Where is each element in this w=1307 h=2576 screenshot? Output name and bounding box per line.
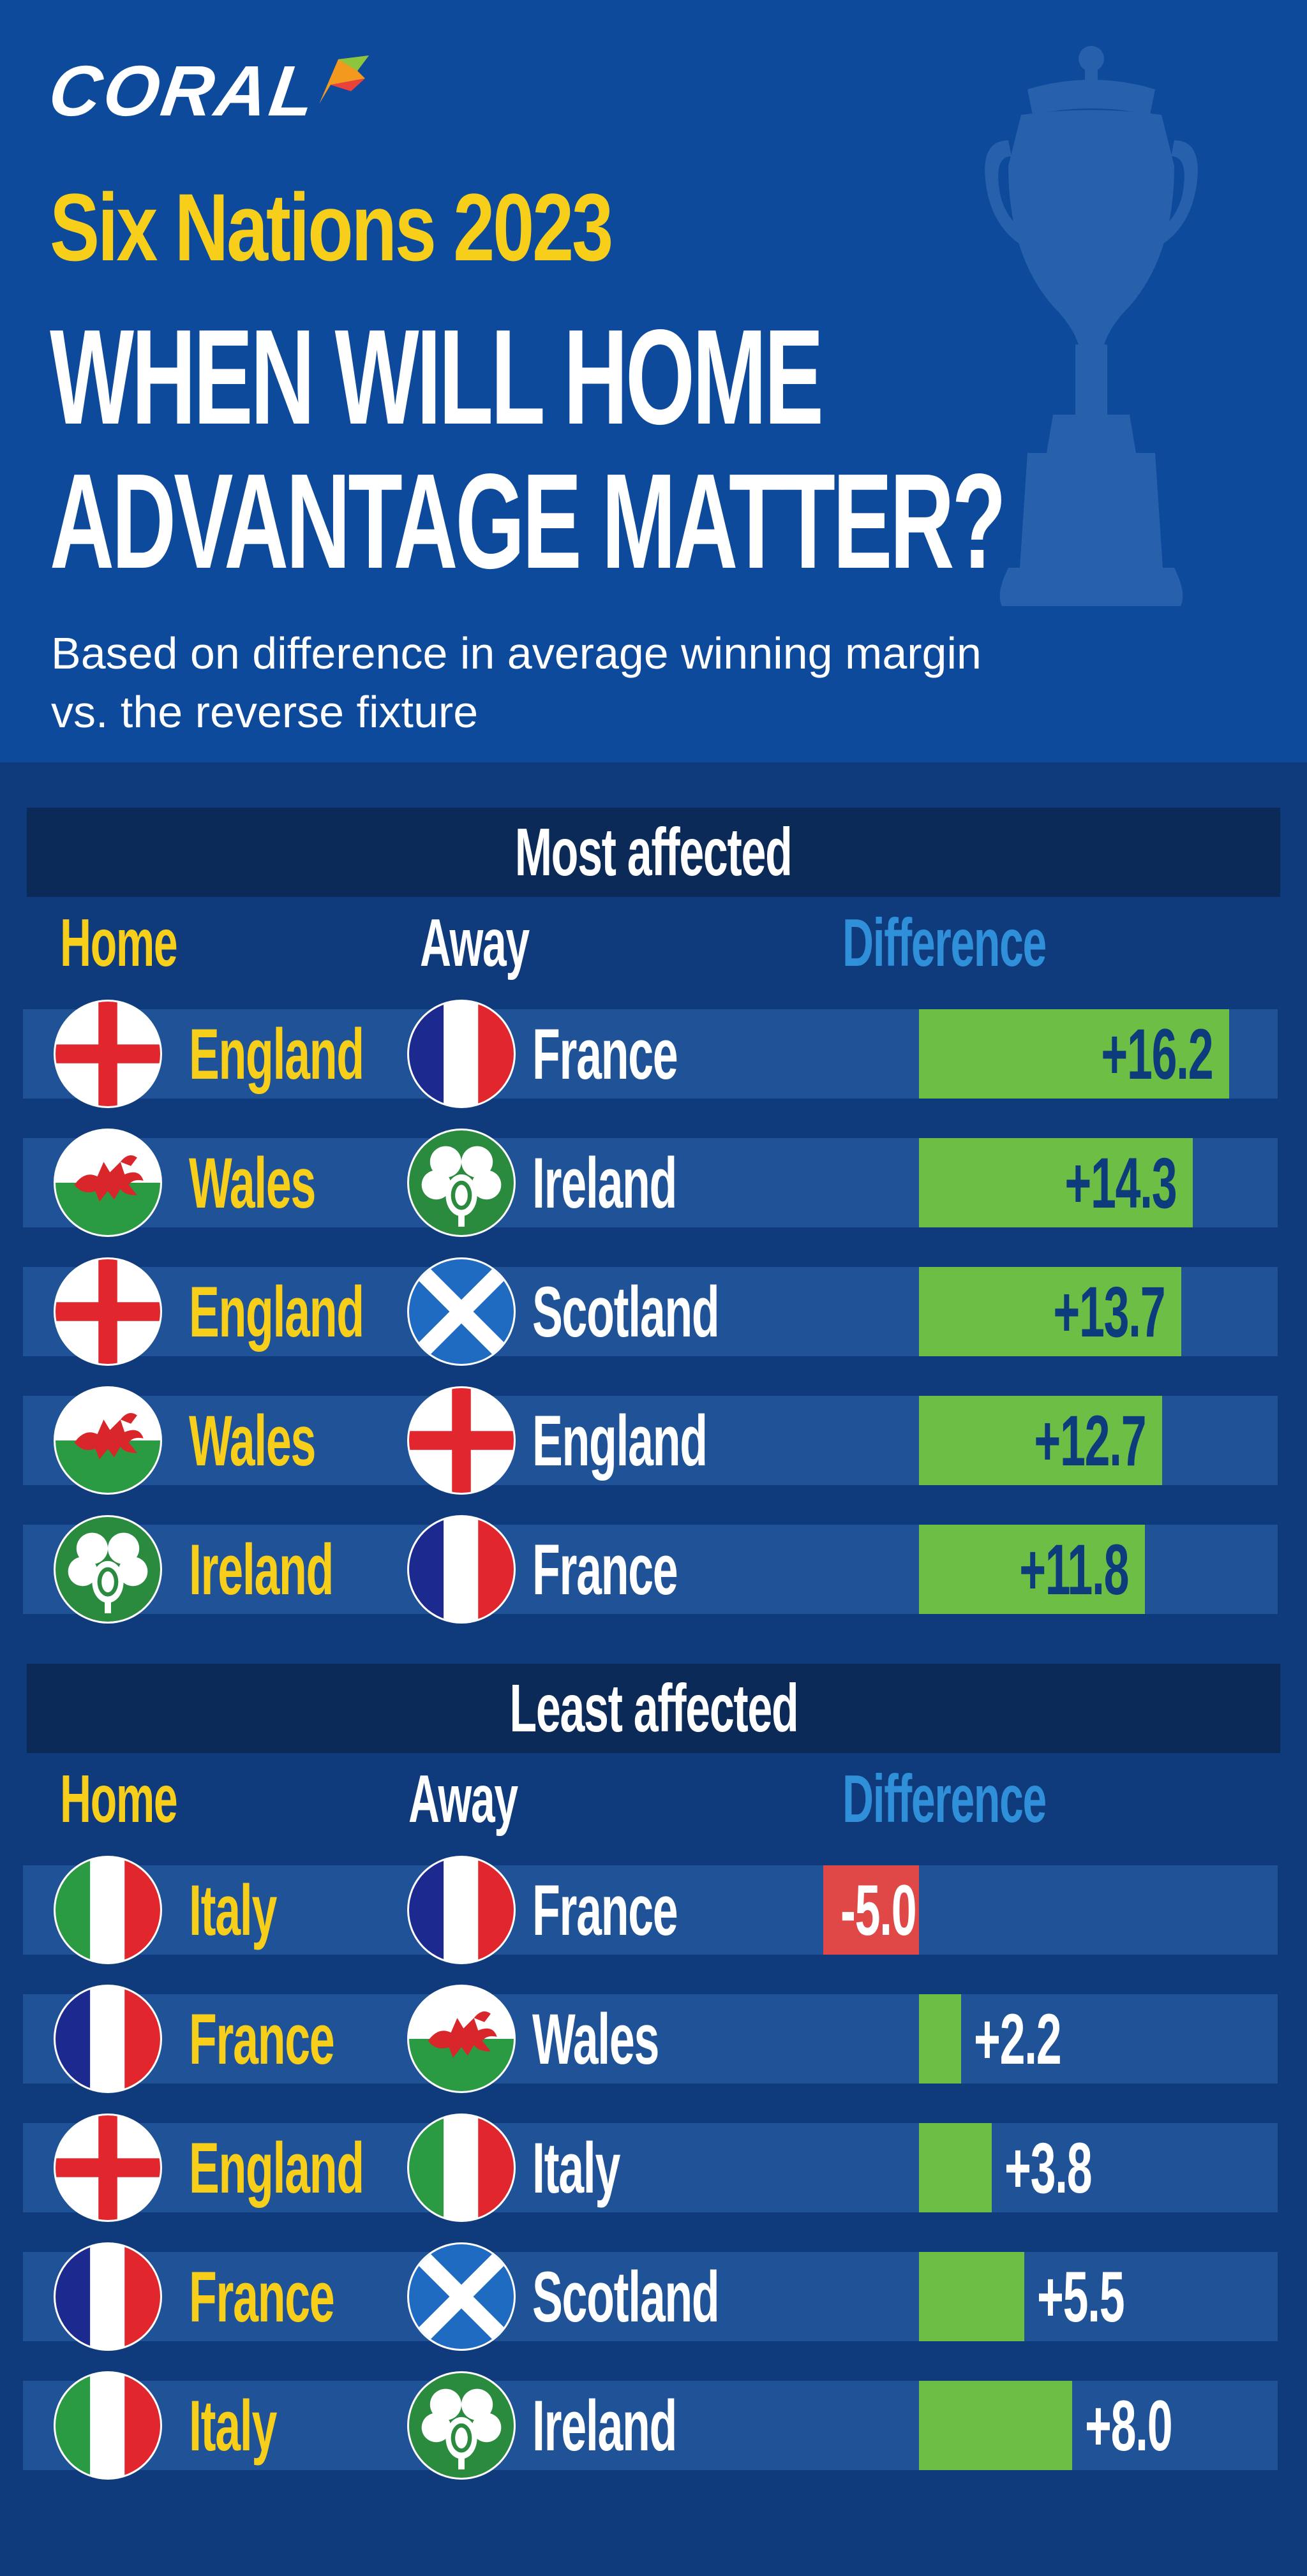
home-team-label: England (189, 1272, 364, 1352)
away-team-label: Italy (532, 2128, 620, 2208)
flag-ireland-icon (407, 1129, 516, 1237)
flag-wales-icon (54, 1129, 162, 1237)
data-label: +16.2 (1101, 1014, 1213, 1094)
flag-france-icon (407, 1856, 516, 1964)
away-team-label: Scotland (532, 2257, 720, 2337)
data-label: +3.8 (1005, 2128, 1093, 2208)
home-team-label: Wales (189, 1401, 316, 1481)
away-team-label: Ireland (532, 2386, 677, 2466)
home-team-label: England (189, 2128, 364, 2208)
difference-bar (919, 1009, 1229, 1099)
difference-bar (919, 1525, 1145, 1614)
page-title: WHEN WILL HOME ADVANTAGE MATTER? (50, 301, 1006, 596)
flag-france-icon (407, 1000, 516, 1108)
table-row (23, 1865, 1278, 1955)
difference-bar (919, 1138, 1193, 1227)
flag-scotland-icon (407, 2242, 516, 2351)
away-team-label: France (532, 1014, 678, 1094)
data-label: +5.5 (1037, 2257, 1125, 2337)
data-label: -5.0 (840, 1870, 917, 1950)
flag-france-icon (54, 2242, 162, 2351)
away-team-label: France (532, 1870, 678, 1950)
description: Based on difference in average winning m… (51, 624, 1136, 741)
data-label: +2.2 (974, 1999, 1062, 2079)
column-away-header: Away (408, 1761, 518, 1837)
difference-bar (919, 2252, 1024, 2341)
flag-ireland-icon (407, 2371, 516, 2480)
home-team-label: France (189, 2257, 335, 2337)
data-label: +12.7 (1034, 1401, 1146, 1481)
section-least-affected: Least affected (27, 1664, 1280, 1753)
column-difference-header: Difference (842, 1761, 1047, 1837)
flag-italy-icon (407, 2113, 516, 2222)
title-line-2: ADVANTAGE MATTER? (50, 445, 1006, 596)
difference-bar (823, 1865, 919, 1955)
table-row (23, 2252, 1278, 2341)
flag-england-icon (54, 1000, 162, 1108)
away-team-label: Ireland (532, 1143, 677, 1223)
table-row (23, 1994, 1278, 2084)
home-team-label: Italy (189, 1870, 277, 1950)
flag-ireland-icon (54, 1515, 162, 1624)
flag-france-icon (54, 1985, 162, 2093)
data-label: +14.3 (1064, 1143, 1177, 1223)
table-row (23, 2123, 1278, 2212)
flag-italy-icon (54, 2371, 162, 2480)
flag-england-icon (54, 2113, 162, 2222)
trophy-icon (985, 46, 1198, 606)
flag-wales-icon (407, 1985, 516, 2093)
away-team-label: France (532, 1530, 678, 1610)
flag-scotland-icon (407, 1257, 516, 1366)
coral-logo: CORAL (44, 50, 370, 132)
difference-bar (919, 1994, 961, 2084)
data-label: +8.0 (1085, 2386, 1173, 2466)
flag-england-icon (54, 1257, 162, 1366)
section-title: Least affected (509, 1670, 798, 1746)
home-team-label: Ireland (189, 1530, 334, 1610)
column-home-header: Home (60, 905, 178, 981)
flag-wales-icon (54, 1386, 162, 1495)
home-team-label: Wales (189, 1143, 316, 1223)
difference-bar (919, 2123, 992, 2212)
home-team-label: Italy (189, 2386, 277, 2466)
brand-name: CORAL (44, 51, 322, 131)
title-line-1: WHEN WILL HOME (50, 301, 824, 452)
section-title: Most affected (515, 814, 793, 890)
data-label: +11.8 (1019, 1530, 1129, 1610)
data-label: +13.7 (1053, 1272, 1165, 1352)
difference-bar (919, 2381, 1072, 2470)
column-away-header: Away (420, 905, 530, 981)
description-line-2: vs. the reverse fixture (51, 687, 479, 737)
description-line-1: Based on difference in average winning m… (51, 628, 982, 678)
flag-england-icon (407, 1386, 516, 1495)
subtitle: Six Nations 2023 (50, 174, 613, 281)
home-team-label: France (189, 1999, 335, 2079)
away-team-label: England (532, 1401, 708, 1481)
away-team-label: Scotland (532, 1272, 720, 1352)
away-team-label: Wales (532, 1999, 659, 2079)
home-team-label: England (189, 1014, 364, 1094)
flag-italy-icon (54, 1856, 162, 1964)
column-difference-header: Difference (842, 905, 1047, 981)
section-most-affected: Most affected (27, 808, 1280, 897)
difference-bar (919, 1267, 1181, 1356)
coral-flag-icon (319, 55, 370, 104)
column-home-header: Home (60, 1761, 178, 1837)
difference-bar (919, 1396, 1162, 1485)
flag-france-icon (407, 1515, 516, 1624)
